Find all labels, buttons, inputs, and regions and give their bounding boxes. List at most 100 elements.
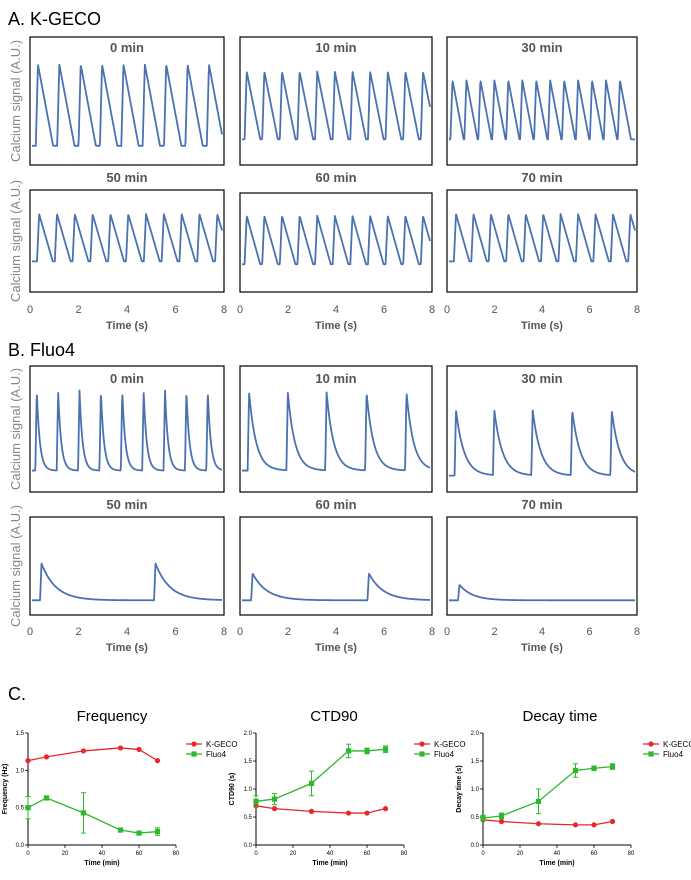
x-tick-label: 6 xyxy=(172,304,178,316)
trace-title: 10 min xyxy=(315,40,356,55)
data-point xyxy=(271,796,278,802)
section-label-a: A. K-GECO xyxy=(8,9,101,29)
data-point xyxy=(591,822,597,828)
x-tick-label: 40 xyxy=(99,851,106,857)
trace-title: 70 min xyxy=(521,497,562,512)
trace-title: 10 min xyxy=(315,371,356,386)
x-axis-label: Time (s) xyxy=(106,642,148,654)
x-tick-label: 4 xyxy=(333,626,339,638)
section-label-b: B. Fluo4 xyxy=(8,340,75,360)
trace-line xyxy=(241,572,431,602)
series-line xyxy=(482,765,613,819)
x-tick-label: 0 xyxy=(481,851,485,857)
x-tick-label: 8 xyxy=(429,626,435,638)
legend-marker xyxy=(648,741,654,747)
x-tick-label: 0 xyxy=(27,626,33,638)
data-point xyxy=(609,764,616,770)
x-tick-label: 6 xyxy=(172,626,178,638)
x-tick-label: 60 xyxy=(591,851,598,857)
data-point xyxy=(154,828,161,835)
trace-frame xyxy=(29,365,225,493)
trace-line xyxy=(241,391,431,472)
y-axis-label: Decay time (s) xyxy=(456,765,463,812)
data-point xyxy=(117,827,124,833)
y-axis-label: Calcium signal (A.U.) xyxy=(8,368,23,490)
trace-frame xyxy=(239,516,433,616)
trace-line xyxy=(31,63,223,147)
x-tick-label: 40 xyxy=(554,851,561,857)
legend-label: Fluo4 xyxy=(663,750,684,759)
trace-panel: 60 min 0 2 4 6 8 Time (s) xyxy=(237,497,435,654)
trace-title: 60 min xyxy=(315,497,356,512)
data-point xyxy=(498,818,505,825)
x-tick-label: 8 xyxy=(221,304,227,316)
y-tick-label: 1.5 xyxy=(244,759,253,765)
data-point xyxy=(364,748,370,754)
summary-chart: Decay time 0 20 40 60 80 0.0 0.5 1.0 1.5 2.0 Time (… xyxy=(456,708,691,867)
trace-frame xyxy=(239,36,433,166)
series-line xyxy=(482,819,613,826)
y-tick-label: 1.0 xyxy=(244,787,253,793)
trace-frame xyxy=(446,36,638,166)
data-point xyxy=(498,813,505,819)
legend-label: K-GECO xyxy=(434,740,466,749)
trace-line xyxy=(241,70,431,141)
x-tick-label: 8 xyxy=(221,626,227,638)
section-label-c: C. xyxy=(8,684,26,704)
data-point xyxy=(535,821,542,827)
y-tick-label: 0.5 xyxy=(471,815,480,821)
trace-panel: 0 min xyxy=(29,36,225,166)
x-tick-label: 6 xyxy=(381,304,387,316)
series-line xyxy=(255,805,386,814)
trace-title: 0 min xyxy=(110,40,144,55)
series-line xyxy=(255,748,386,802)
trace-title: 60 min xyxy=(315,170,356,185)
data-point xyxy=(25,758,31,764)
trace-panel: 50 min 0 2 4 6 8 Time (s) xyxy=(27,170,227,332)
legend-marker xyxy=(648,751,654,757)
trace-line xyxy=(31,562,223,602)
x-tick-label: 80 xyxy=(401,851,408,857)
trace-frame xyxy=(29,36,225,166)
data-point xyxy=(572,767,579,774)
trace-line xyxy=(448,584,636,602)
trace-frame xyxy=(29,516,225,616)
x-tick-label: 40 xyxy=(327,851,334,857)
trace-title: 50 min xyxy=(106,170,147,185)
x-tick-label: 2 xyxy=(75,304,81,316)
trace-line xyxy=(241,214,431,266)
y-tick-label: 0.0 xyxy=(471,843,480,849)
trace-line xyxy=(448,79,636,141)
x-axis-label: Time (min) xyxy=(539,860,574,867)
data-point xyxy=(382,746,389,752)
x-axis-label: Time (s) xyxy=(106,320,148,332)
x-tick-label: 20 xyxy=(62,851,69,857)
legend-marker xyxy=(191,741,197,747)
y-tick-label: 0.5 xyxy=(244,815,253,821)
data-point xyxy=(591,765,597,771)
x-tick-label: 80 xyxy=(628,851,635,857)
data-point xyxy=(609,818,616,825)
summary-title: Decay time xyxy=(522,708,597,725)
y-tick-label: 1.0 xyxy=(16,768,25,774)
trace-panel: 30 min xyxy=(446,365,638,493)
trace-panel: 10 min xyxy=(239,365,433,493)
y-axis-label: Calcium signal (A.U.) xyxy=(8,40,23,162)
y-axis-label: Frequency (Hz) xyxy=(2,764,9,815)
y-tick-label: 2.0 xyxy=(471,731,480,737)
trace-title: 50 min xyxy=(106,497,147,512)
legend-label: Fluo4 xyxy=(434,750,455,759)
trace-frame xyxy=(446,516,638,616)
trace-line xyxy=(448,213,636,263)
trace-title: 0 min xyxy=(110,371,144,386)
data-point xyxy=(572,822,579,828)
data-point xyxy=(43,754,50,760)
x-axis-label: Time (s) xyxy=(521,320,563,332)
y-tick-label: 0.0 xyxy=(16,843,25,849)
data-point xyxy=(535,798,542,804)
x-axis-label: Time (s) xyxy=(521,642,563,654)
x-tick-label: 4 xyxy=(539,626,545,638)
x-axis-label: Time (min) xyxy=(312,860,347,867)
x-tick-label: 6 xyxy=(586,626,592,638)
